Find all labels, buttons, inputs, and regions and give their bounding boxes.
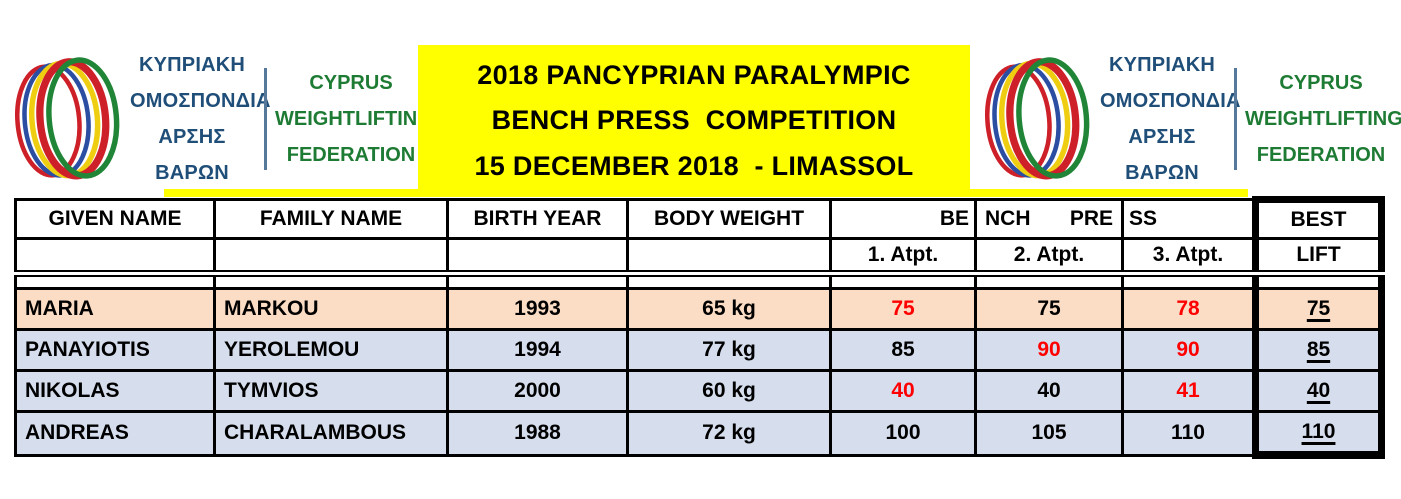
english-line-2: WEIGHTLIFTING <box>1245 108 1401 130</box>
weightlifting-rings-icon <box>985 57 1090 180</box>
cell-attempt-3: 41 <box>1121 369 1257 413</box>
english-line-2: WEIGHTLIFTING <box>275 108 433 130</box>
cell-birth-year: 1994 <box>446 328 629 372</box>
cell-best-lift: 40 <box>1252 369 1385 413</box>
spacer-cell <box>1121 272 1257 290</box>
cell-family-name: YEROLEMOU <box>213 328 449 372</box>
english-line-1: CYPRUS <box>309 72 393 94</box>
blank-header-cell <box>213 237 449 277</box>
results-table-container: GIVEN NAME FAMILY NAME BIRTH YEAR BODY W… <box>14 196 1385 459</box>
federation-name-greek: ΚΥΠΡΙΑΚΗ ΟΜΟΣΠΟΝΔΙΑ ΑΡΣΗΣ ΒΑΡΩΝ <box>130 47 271 191</box>
col-header-body-weight: BODY WEIGHT <box>626 198 832 240</box>
title-line-1: 2018 PANCYPRIAN PARALYMPIC <box>477 59 911 90</box>
col-header-lift: LIFT <box>1252 237 1385 277</box>
col-header-bench-press-fragment-ss: SS <box>1121 198 1257 240</box>
best-lift-value: 40 <box>1306 379 1331 402</box>
best-lift-value: 110 <box>1301 420 1336 443</box>
title-line-2: BENCH PRESS COMPETITION <box>491 105 897 135</box>
cell-given-name: NIKOLAS <box>14 369 216 413</box>
english-line-1: CYPRUS <box>1279 72 1363 94</box>
federation-name-english: CYPRUS WEIGHTLIFTING FEDERATION <box>275 65 433 173</box>
cell-attempt-2: 105 <box>974 410 1124 457</box>
federation-name-greek: ΚΥΠΡΙΑΚΗ ΟΜΟΣΠΟΝΔΙΑ ΑΡΣΗΣ ΒΑΡΩΝ <box>1100 47 1241 191</box>
federation-name-english: CYPRUS WEIGHTLIFTING FEDERATION <box>1245 65 1401 173</box>
col-header-attempt-3: 3. Atpt. <box>1121 237 1257 277</box>
cell-birth-year: 1993 <box>446 287 629 331</box>
col-header-given-name: GIVEN NAME <box>14 198 216 240</box>
col-header-bench-press-fragment-nch-pre: NCH PRE <box>974 198 1124 240</box>
col-header-attempt-2: 2. Atpt. <box>974 237 1124 277</box>
cell-attempt-2: 75 <box>974 287 1124 331</box>
fragment-pre: PRE <box>1069 207 1113 230</box>
logo-divider-line <box>264 68 267 170</box>
spacer-cell <box>974 272 1124 290</box>
col-header-attempt-1: 1. Atpt. <box>829 237 977 277</box>
result-row: PANAYIOTIS YEROLEMOU 1994 77 kg 85 90 90… <box>14 328 1385 372</box>
fragment-nch: NCH <box>985 207 1031 230</box>
cell-best-lift: 110 <box>1252 410 1385 459</box>
spacer-cell <box>213 272 449 290</box>
cell-best-lift: 75 <box>1252 287 1385 331</box>
federation-logo-left: ΚΥΠΡΙΑΚΗ ΟΜΟΣΠΟΝΔΙΑ ΑΡΣΗΣ ΒΑΡΩΝ CYPRUS W… <box>12 44 433 194</box>
cell-body-weight: 77 kg <box>626 328 832 372</box>
cell-attempt-2: 90 <box>974 328 1124 372</box>
column-header-row: GIVEN NAME FAMILY NAME BIRTH YEAR BODY W… <box>14 196 1385 240</box>
spacer-cell <box>14 272 216 290</box>
blank-header-cell <box>626 237 832 277</box>
attempt-header-row: 1. Atpt. 2. Atpt. 3. Atpt. LIFT <box>14 237 1385 277</box>
best-lift-value: 85 <box>1306 338 1331 361</box>
cell-attempt-1: 85 <box>829 328 977 372</box>
col-header-family-name: FAMILY NAME <box>213 198 449 240</box>
cell-given-name: PANAYIOTIS <box>14 328 216 372</box>
col-header-birth-year: BIRTH YEAR <box>446 198 629 240</box>
cell-attempt-3: 78 <box>1121 287 1257 331</box>
english-line-3: FEDERATION <box>286 144 416 166</box>
greek-line-1: ΚΥΠΡΙΑΚΗ <box>138 54 246 76</box>
cell-given-name: MARIA <box>14 287 216 331</box>
cell-attempt-3: 110 <box>1121 410 1257 457</box>
english-line-3: FEDERATION <box>1256 144 1386 166</box>
blank-header-cell <box>14 237 216 277</box>
cell-attempt-1: 40 <box>829 369 977 413</box>
spacer-cell <box>1252 272 1385 290</box>
greek-line-3: ΑΡΣΗΣ ΒΑΡΩΝ <box>1125 126 1199 184</box>
weightlifting-rings-icon <box>15 57 120 180</box>
cell-birth-year: 1988 <box>446 410 629 457</box>
greek-line-1: ΚΥΠΡΙΑΚΗ <box>1108 54 1216 76</box>
best-lift-value: 75 <box>1306 297 1331 320</box>
cell-body-weight: 60 kg <box>626 369 832 413</box>
federation-logo-right: ΚΥΠΡΙΑΚΗ ΟΜΟΣΠΟΝΔΙΑ ΑΡΣΗΣ ΒΑΡΩΝ CYPRUS W… <box>982 44 1401 194</box>
greek-line-2: ΟΜΟΣΠΟΝΔΙΑ <box>130 90 271 112</box>
cell-birth-year: 2000 <box>446 369 629 413</box>
greek-line-3: ΑΡΣΗΣ ΒΑΡΩΝ <box>155 126 229 184</box>
title-line-3: 15 DECEMBER 2018 - LIMASSOL <box>474 150 914 181</box>
cell-attempt-1: 100 <box>829 410 977 457</box>
spacer-cell <box>446 272 629 290</box>
result-row: MARIA MARKOU 1993 65 kg 75 75 78 75 <box>14 287 1385 331</box>
competition-title-banner: 2018 PANCYPRIAN PARALYMPIC BENCH PRESS C… <box>418 45 970 196</box>
col-header-bench-press-fragment-be: BE <box>829 198 977 240</box>
result-row: NIKOLAS TYMVIOS 2000 60 kg 40 40 41 40 <box>14 369 1385 413</box>
cell-attempt-1: 75 <box>829 287 977 331</box>
spacer-row <box>14 272 1385 290</box>
greek-line-2: ΟΜΟΣΠΟΝΔΙΑ <box>1100 90 1241 112</box>
cell-family-name: MARKOU <box>213 287 449 331</box>
cell-best-lift: 85 <box>1252 328 1385 372</box>
logo-divider-line <box>1234 68 1237 170</box>
col-header-best: BEST <box>1252 196 1385 240</box>
blank-header-cell <box>446 237 629 277</box>
cell-family-name: CHARALAMBOUS <box>213 410 449 457</box>
results-table: GIVEN NAME FAMILY NAME BIRTH YEAR BODY W… <box>14 196 1385 459</box>
spacer-cell <box>626 272 832 290</box>
cell-family-name: TYMVIOS <box>213 369 449 413</box>
cell-given-name: ANDREAS <box>14 410 216 457</box>
cell-attempt-3: 90 <box>1121 328 1257 372</box>
cell-body-weight: 72 kg <box>626 410 832 457</box>
cell-body-weight: 65 kg <box>626 287 832 331</box>
result-row: ANDREAS CHARALAMBOUS 1988 72 kg 100 105 … <box>14 410 1385 459</box>
spacer-cell <box>829 272 977 290</box>
cell-attempt-2: 40 <box>974 369 1124 413</box>
